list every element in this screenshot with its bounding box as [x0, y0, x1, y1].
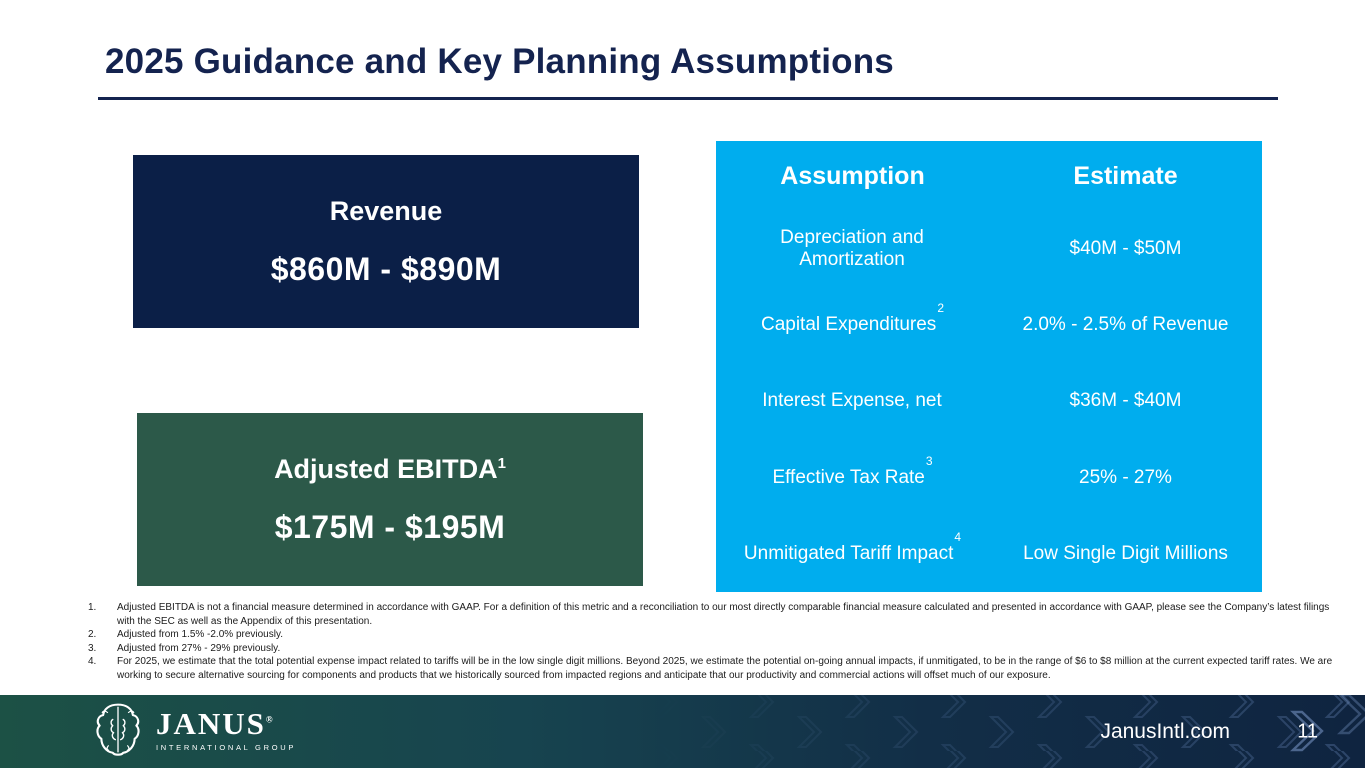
column-header-estimate: Estimate: [1073, 161, 1178, 190]
footnote-number: 2.: [88, 629, 97, 640]
page-title: 2025 Guidance and Key Planning Assumptio…: [105, 42, 894, 81]
assumption-text: Depreciation and Amortization: [780, 227, 924, 271]
footnote-number: 1.: [88, 602, 97, 613]
assumption-footnote-ref: 4: [954, 529, 962, 544]
estimate-cell: $36M - $40M: [1069, 390, 1182, 412]
footnote-text: Adjusted from 27% - 29% previously.: [117, 642, 281, 654]
title-underline: [98, 97, 1278, 100]
estimate-cell: 2.0% - 2.5% of Revenue: [1022, 314, 1229, 336]
footnotes: 1. Adjusted EBITDA is not a financial me…: [88, 601, 1338, 682]
footnote-item: 2. Adjusted from 1.5% -2.0% previously.: [88, 628, 1338, 642]
footnote-text: Adjusted from 1.5% -2.0% previously.: [117, 629, 284, 640]
assumption-text: Unmitigated Tariff Impact: [743, 542, 954, 564]
footnote-text: For 2025, we estimate that the total pot…: [117, 656, 1333, 681]
ebitda-box: Adjusted EBITDA1 $175M - $195M: [137, 413, 643, 586]
footnote-number: 4.: [88, 656, 97, 667]
revenue-label-text: Revenue: [329, 195, 443, 226]
footnote-item: 1. Adjusted EBITDA is not a financial me…: [88, 601, 1338, 628]
page-number: 11: [1297, 720, 1318, 742]
revenue-value: $860M - $890M: [270, 250, 502, 287]
assumption-cell: Effective Tax Rate 3: [716, 440, 989, 516]
footer-bar: JANUS® INTERNATIONAL GROUP JanusIntl.com…: [0, 695, 1365, 768]
revenue-label: Revenue: [330, 196, 443, 227]
assumption-cell: Capital Expenditures 2: [716, 287, 989, 363]
footnote-text: Adjusted EBITDA is not a financial measu…: [117, 602, 1330, 627]
assumption-cell: Interest Expense, net: [716, 363, 989, 439]
footnote-item: 3. Adjusted from 27% - 29% previously.: [88, 642, 1338, 656]
registered-mark: ®: [265, 714, 273, 725]
logo-text: JANUS® INTERNATIONAL GROUP: [156, 708, 296, 752]
revenue-box: Revenue $860M - $890M: [133, 155, 639, 328]
logo-wordmark-text: JANUS: [156, 706, 266, 741]
assumption-text: Effective Tax Rate: [772, 466, 925, 488]
janus-head-icon: [96, 703, 140, 756]
assumption-footnote-ref: 3: [925, 453, 933, 468]
website-link[interactable]: JanusIntl.com: [1100, 719, 1230, 743]
logo-subtitle: INTERNATIONAL GROUP: [156, 743, 297, 752]
assumption-footnote-ref: 2: [937, 301, 944, 316]
ebitda-footnote-ref: 1: [497, 454, 506, 472]
ebitda-value: $175M - $195M: [274, 508, 506, 545]
assumptions-table: Assumption Estimate Depreciation and Amo…: [716, 141, 1262, 592]
estimate-cell: Low Single Digit Millions: [1023, 542, 1228, 564]
estimate-cell: 25% - 27%: [1079, 466, 1172, 488]
logo-wordmark: JANUS®: [156, 708, 296, 739]
ebitda-label: Adjusted EBITDA1: [274, 454, 506, 485]
assumption-cell: Depreciation and Amortization: [716, 211, 989, 287]
estimate-cell: $40M - $50M: [1069, 238, 1182, 260]
assumption-cell: Unmitigated Tariff Impact 4: [716, 516, 989, 592]
footnote-item: 4. For 2025, we estimate that the total …: [88, 655, 1338, 682]
assumption-text: Capital Expenditures: [760, 314, 937, 336]
chevron-pattern-icon: [645, 695, 1365, 768]
assumption-text: Interest Expense, net: [762, 390, 942, 412]
ebitda-label-text: Adjusted EBITDA: [274, 453, 498, 484]
janus-logo: JANUS® INTERNATIONAL GROUP: [90, 702, 296, 758]
column-header-assumption: Assumption: [780, 161, 925, 190]
footnote-number: 3.: [88, 642, 97, 654]
